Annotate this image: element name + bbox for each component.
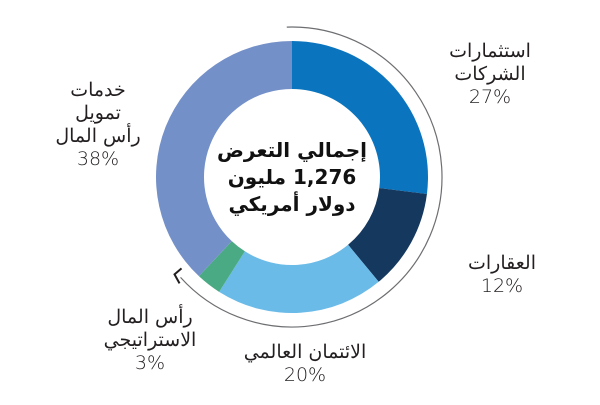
label-percent: 38% [76,148,120,170]
arrowhead-icon [173,267,183,284]
donut-slice [348,188,427,282]
label-text: العقارات [468,252,536,274]
label-global-credit: الائتمان العالمي 20% [220,341,390,387]
center-total-label: إجمالي التعرض 1,276 مليون دولار أمريكي [212,137,372,218]
label-text: استثمارات [449,40,531,62]
label-capital-finance-services: خدمات تمويل رأس المال 38% [38,79,158,171]
donut-slice [219,244,379,313]
label-text: رأس المال [107,306,193,328]
label-text: الاستراتيجي [103,329,197,351]
label-percent: 27% [468,86,512,108]
label-text: رأس المال [55,125,141,147]
label-percent: 20% [283,364,327,386]
donut-slice [155,40,292,277]
label-percent: 3% [134,352,166,374]
label-text: الائتمان العالمي [243,341,367,363]
label-text: الشركات [454,63,526,85]
donut-slices [155,40,428,313]
center-line-1: إجمالي التعرض [216,138,368,162]
label-corporate-investments: استثمارات الشركات 27% [430,40,550,109]
label-text: تمويل [75,102,121,124]
center-line-2: 1,276 مليون [227,165,357,189]
donut-slice [292,41,428,195]
bracket-arc-arrow [180,26,443,328]
center-line-3: دولار أمريكي [228,192,356,216]
label-text: خدمات [70,79,126,101]
donut-slice [198,241,245,292]
label-real-estate: العقارات 12% [452,252,552,298]
label-percent: 12% [480,275,524,297]
label-strategic-capital: رأس المال الاستراتيجي 3% [80,306,220,375]
